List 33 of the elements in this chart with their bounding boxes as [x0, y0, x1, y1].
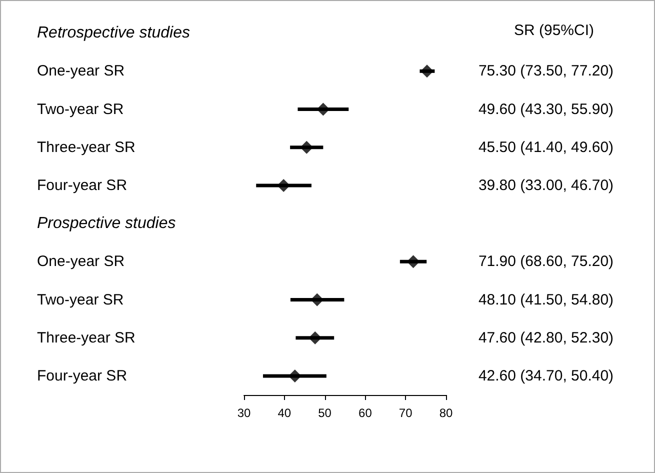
y-tick-label: Two-year SR — [37, 100, 124, 118]
x-tick-label: 40 — [278, 406, 292, 420]
y-tick-label: Four-year SR — [37, 367, 128, 384]
point — [420, 64, 434, 78]
y-tick-label: Three-year SR — [37, 329, 136, 346]
y-tick-label: One-year SR — [37, 62, 125, 80]
x-tick-label: 50 — [318, 406, 332, 420]
y-tick-label: Two-year SR — [37, 291, 124, 308]
data-label: 42.60 (34.70, 50.40) — [478, 367, 614, 384]
point — [316, 102, 330, 116]
point — [406, 255, 420, 268]
x-tick-label: 60 — [358, 406, 372, 420]
data-label: 49.60 (43.30, 55.90) — [478, 100, 614, 118]
y-tick-label: Prospective studies — [37, 215, 176, 232]
y-tick-label: Three-year SR — [37, 138, 136, 156]
y-tick-label: One-year SR — [37, 253, 125, 270]
x-tick-label: 70 — [398, 406, 413, 420]
point — [277, 178, 290, 192]
x-tick-label: 30 — [237, 406, 251, 420]
point — [288, 369, 302, 382]
text: SR (95%CI) — [514, 22, 594, 39]
x-tick-label: 80 — [439, 406, 453, 420]
data-label: 45.50 (41.40, 49.60) — [478, 138, 614, 156]
y-tick-label: Retrospective studies — [37, 24, 190, 42]
data-label: 39.80 (33.00, 46.70) — [478, 176, 614, 194]
data-label: 75.30 (73.50, 77.20) — [478, 62, 614, 80]
point — [308, 331, 322, 344]
point — [300, 140, 314, 154]
point — [310, 293, 324, 306]
y-tick-label: Four-year SR — [37, 176, 128, 194]
data-label: 71.90 (68.60, 75.20) — [478, 253, 614, 270]
data-label: 48.10 (41.50, 54.80) — [478, 291, 614, 308]
data-label: 47.60 (42.80, 52.30) — [478, 329, 614, 346]
